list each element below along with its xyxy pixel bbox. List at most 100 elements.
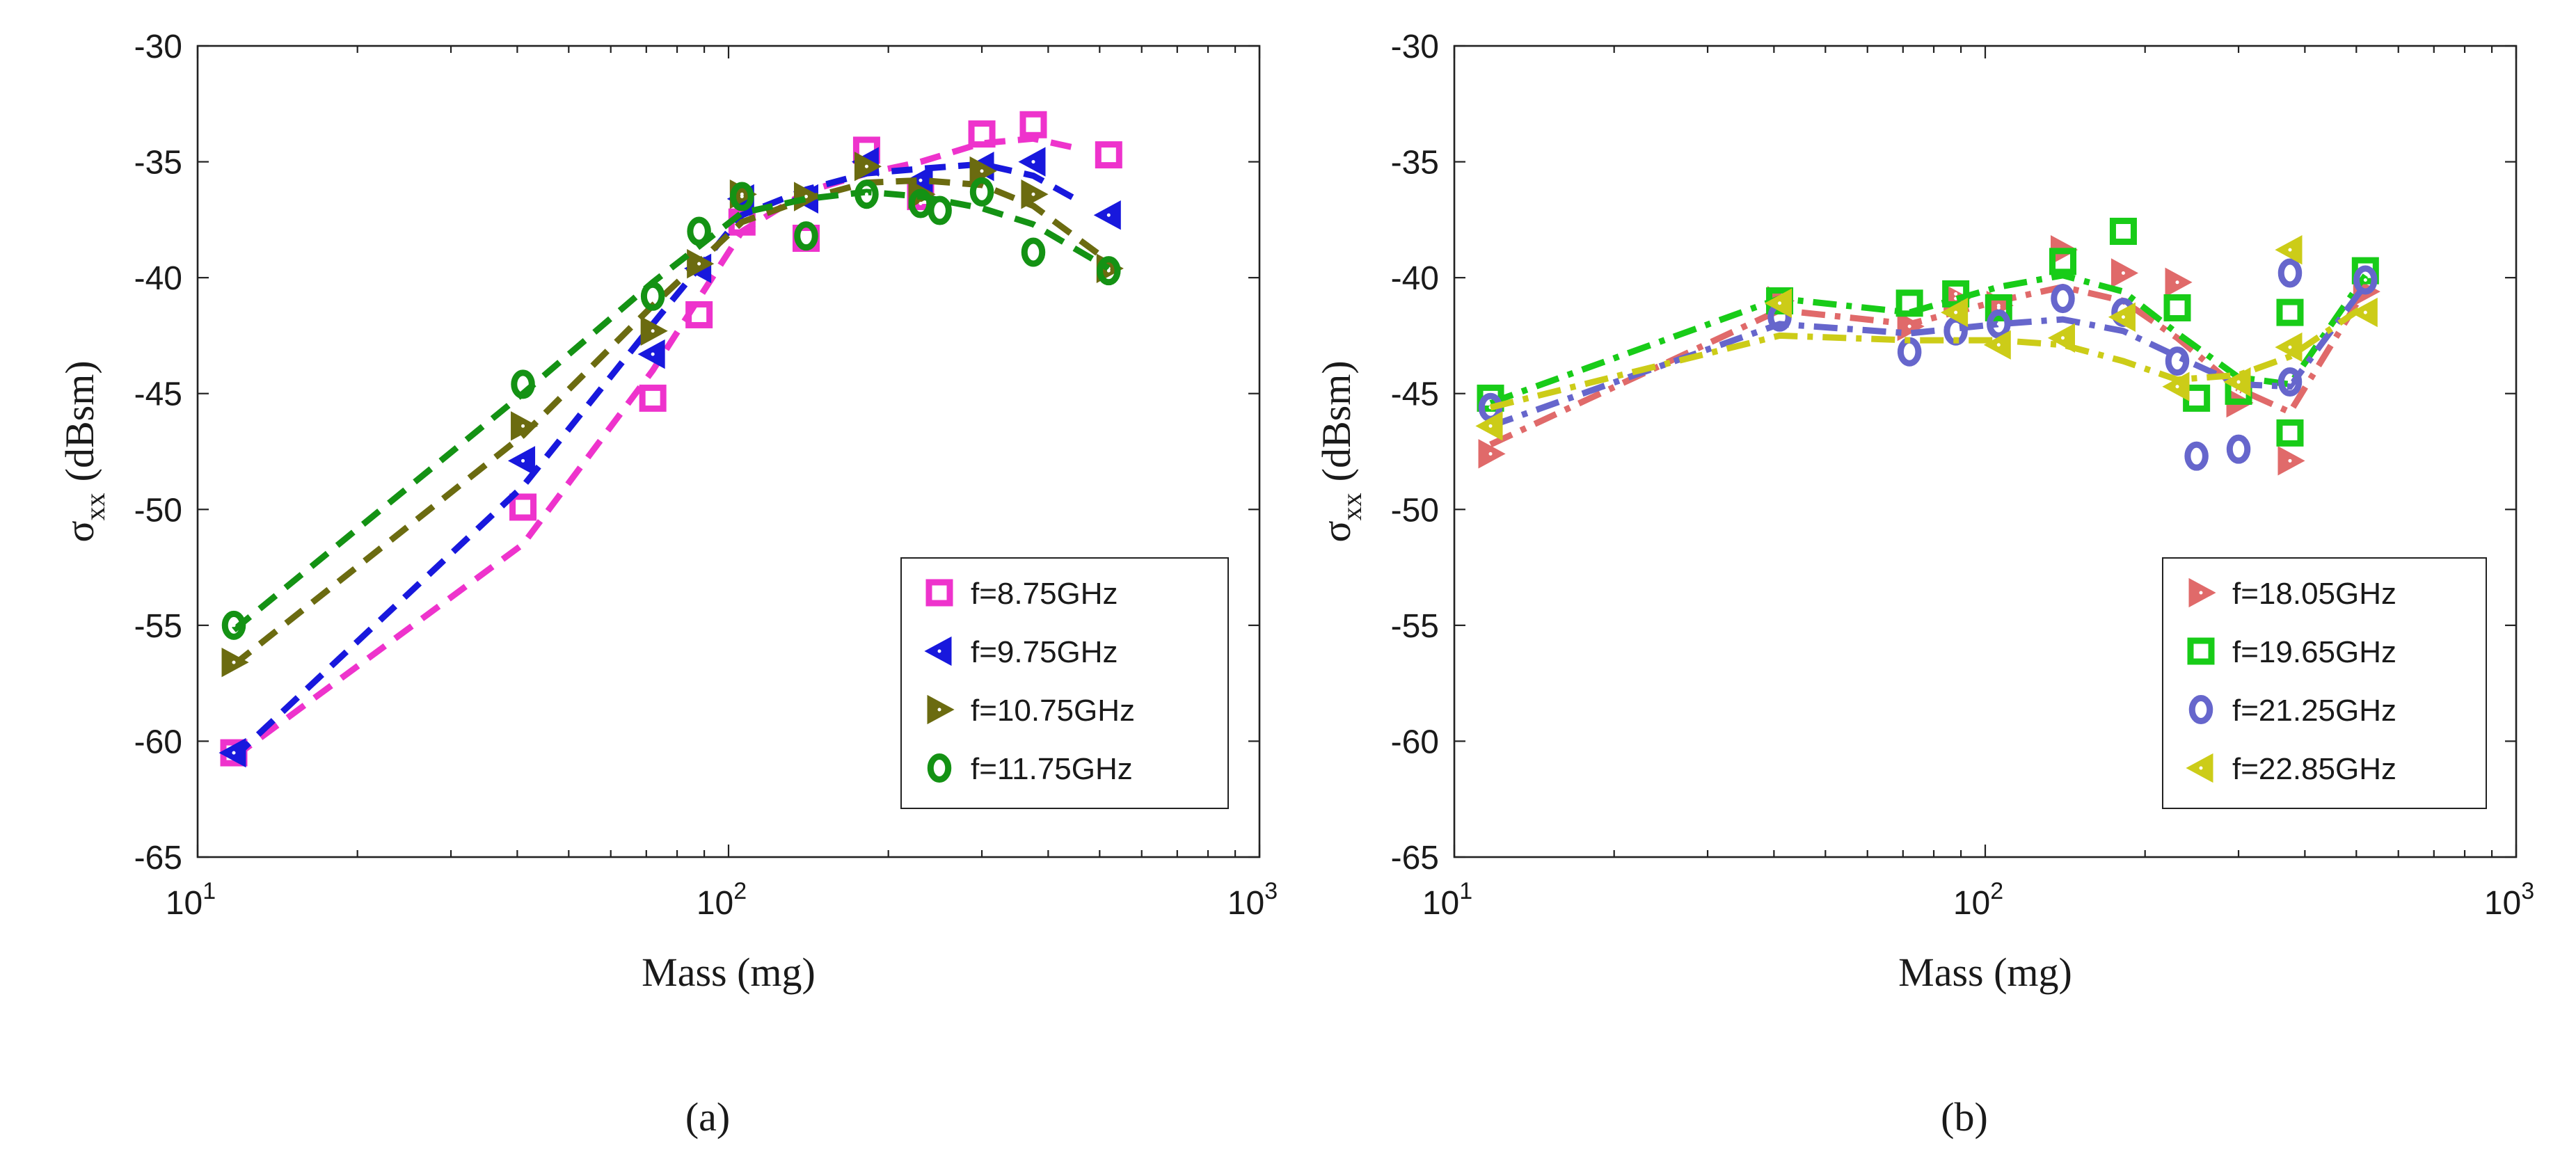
- data-point-dot: [2060, 259, 2065, 264]
- data-point: [1895, 289, 1923, 317]
- y-axis-label: σxx (dBsm): [1314, 360, 1367, 542]
- legend-marker-dot: [2199, 649, 2203, 653]
- data-point-dot: [804, 195, 808, 199]
- legend-marker-dot: [937, 708, 941, 712]
- y-tick-label: -65: [1391, 840, 1439, 877]
- data-point-dot: [1031, 122, 1035, 127]
- legend-marker: [2187, 637, 2215, 665]
- x-tick-exponent: 3: [1264, 878, 1278, 904]
- legend-label: f=21.25GHz: [2232, 694, 2396, 728]
- data-point: [639, 384, 667, 412]
- data-point-dot: [1996, 343, 2001, 347]
- y-tick-label: -55: [134, 608, 182, 645]
- data-point: [2276, 298, 2304, 326]
- data-point: [2276, 419, 2304, 447]
- data-point-dot: [1996, 305, 2001, 310]
- data-point: [2051, 284, 2075, 314]
- data-point-dot: [2195, 396, 2199, 400]
- data-point-dot: [2288, 345, 2292, 349]
- data-point-dot: [2236, 447, 2241, 451]
- series-3: [221, 177, 1121, 640]
- y-label-unit: (dBsm): [1314, 360, 1359, 481]
- legend-marker-dot: [2199, 708, 2203, 712]
- legend-label: f=22.85GHz: [2232, 752, 2396, 786]
- y-tick-label: -35: [134, 145, 182, 182]
- data-point-dot: [980, 190, 984, 194]
- data-point: [2277, 258, 2303, 288]
- y-label-symbol: σ: [57, 520, 102, 542]
- x-axis-label: Mass (mg): [1898, 950, 2072, 995]
- x-tick-label: 101: [166, 878, 216, 922]
- data-point-dot: [1996, 322, 2001, 326]
- legend-marker-dot: [937, 591, 941, 595]
- fit-line: [231, 161, 1077, 760]
- data-point-dot: [2175, 359, 2179, 363]
- data-point-dot: [697, 262, 701, 266]
- y-tick-label: -65: [134, 840, 182, 877]
- data-point-dot: [1031, 160, 1035, 164]
- legend-marker: [925, 579, 953, 607]
- data-point: [685, 301, 713, 328]
- legend-marker: [2188, 695, 2213, 724]
- fit-line: [1489, 272, 2369, 406]
- y-axis-label: σxx (dBsm): [57, 360, 111, 542]
- data-point: [1095, 141, 1122, 169]
- data-point-dot: [2121, 315, 2125, 319]
- data-point: [221, 610, 246, 640]
- data-point-dot: [919, 202, 923, 206]
- data-point-dot: [521, 505, 525, 509]
- data-point-dot: [521, 424, 525, 428]
- x-tick-label: 102: [697, 878, 747, 922]
- data-point: [1021, 237, 1046, 267]
- y-tick-label: -35: [1391, 145, 1439, 182]
- data-point-dot: [2175, 280, 2179, 285]
- data-point-dot: [1488, 424, 1493, 428]
- data-point-dot: [2175, 305, 2179, 310]
- series-2: [1478, 258, 2378, 471]
- data-point: [2109, 218, 2137, 246]
- data-point-dot: [1954, 291, 1958, 296]
- data-point: [509, 493, 537, 521]
- y-label-subscript: xx: [79, 493, 111, 520]
- fit-line: [1489, 282, 2368, 429]
- data-point-dot: [1488, 451, 1493, 456]
- legend-marker-dot: [937, 649, 941, 653]
- data-point: [2165, 346, 2190, 376]
- data-point-dot: [864, 192, 868, 196]
- y-tick-label: -60: [134, 724, 182, 760]
- data-point: [2184, 441, 2209, 471]
- x-axis-label: Mass (mg): [642, 950, 816, 995]
- data-point-dot: [980, 132, 984, 136]
- series-2: [221, 152, 1124, 678]
- data-point-dot: [2121, 271, 2125, 275]
- x-tick-base: 10: [1953, 885, 1990, 922]
- x-tick-label: 102: [1953, 878, 2003, 922]
- data-point-dot: [521, 382, 525, 386]
- y-tick-label: -60: [1391, 724, 1439, 760]
- data-point: [730, 182, 754, 211]
- data-point-dot: [804, 234, 808, 238]
- x-tick-label: 103: [1227, 878, 1278, 922]
- data-point: [794, 221, 818, 251]
- fit-line: [232, 177, 1111, 668]
- data-point-dot: [2288, 248, 2292, 252]
- y-label-unit: (dBsm): [57, 360, 102, 481]
- legend-marker-dot: [937, 766, 941, 770]
- data-point-dot: [232, 660, 236, 664]
- fit-line: [1489, 283, 2369, 448]
- legend-box: [900, 557, 1229, 809]
- data-point-dot: [1954, 329, 1958, 333]
- y-tick-label: -45: [1391, 376, 1439, 413]
- legend: f=18.05GHz f=19.65GHz f=21.25GHz f=22.85GHz: [2162, 557, 2487, 809]
- data-point-dot: [1106, 213, 1111, 217]
- legend-label: f=8.75GHz: [971, 577, 1118, 611]
- data-point: [2049, 248, 2076, 275]
- data-point-dot: [651, 294, 655, 298]
- data-point-dot: [2288, 431, 2292, 435]
- panel-label: (b): [1941, 1094, 1988, 1140]
- fit-line: [1489, 303, 2367, 411]
- data-point-dot: [2288, 271, 2292, 275]
- y-tick-label: -50: [134, 492, 182, 529]
